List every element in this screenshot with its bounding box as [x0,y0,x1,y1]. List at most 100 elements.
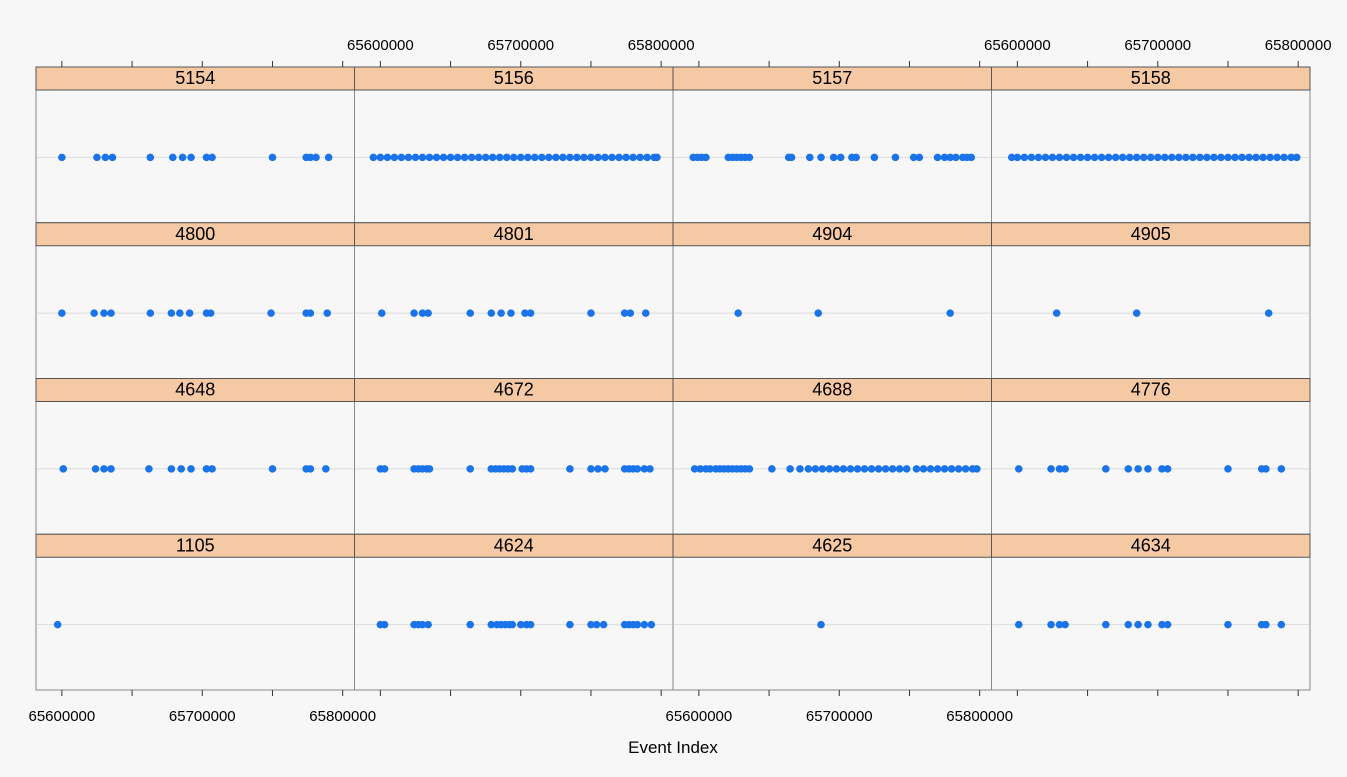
data-point [933,465,942,473]
data-point [706,465,714,473]
strip-label: 4634 [1131,535,1171,555]
data-point [860,465,869,473]
data-point [380,620,389,629]
data-point [418,620,427,629]
data-point [383,153,392,162]
data-point [1047,465,1055,473]
data-point [1124,620,1133,629]
x-tick-label: 65800000 [628,37,695,54]
data-point [531,153,539,162]
data-point [839,465,848,473]
data-point [967,153,976,162]
strip-label: 5158 [1131,68,1171,88]
data-point [818,465,827,473]
data-point [481,153,490,162]
data-point [90,309,98,317]
data-point [933,153,942,162]
data-point [202,465,211,473]
x-tick-label: 65600000 [347,37,414,54]
data-point [915,153,924,162]
data-point [146,153,155,162]
data-point [306,153,315,162]
data-point [93,153,101,162]
data-point [633,620,642,629]
data-point [552,153,560,162]
strip-label: 5154 [175,68,215,88]
data-point [380,465,389,473]
data-point [508,465,517,473]
data-point [424,309,432,317]
data-point [566,153,574,162]
data-point [432,153,441,162]
strip-label: 1105 [176,535,215,555]
data-point [1104,153,1113,162]
data-point [474,153,483,162]
data-point [626,309,635,317]
data-point [1182,153,1190,162]
x-tick-label: 65600000 [665,708,732,725]
data-point [629,153,637,162]
data-point [1224,153,1232,162]
data-point [108,153,117,162]
data-point [1196,153,1204,162]
data-point [817,620,825,629]
data-point [1259,153,1267,162]
data-point [874,465,883,473]
data-point [587,309,595,317]
data-point [107,309,115,317]
data-point [1163,620,1172,629]
data-point [940,465,949,473]
data-point [1210,153,1218,162]
data-point [853,465,862,473]
strip [991,66,1311,91]
data-point [523,153,532,162]
data-point [487,620,496,629]
x-tick-label: 65700000 [169,708,236,725]
data-point [1238,153,1246,162]
data-point [509,153,518,162]
data-point [439,153,448,162]
data-point [946,153,954,162]
data-point [592,620,601,629]
data-point [615,153,623,162]
data-point [804,465,813,473]
data-point [1132,153,1141,162]
data-point [832,465,841,473]
panel-5158: 5158 [991,66,1311,224]
panel-5157: 5157 [672,66,992,224]
strip [991,533,1311,558]
data-point [601,465,609,473]
data-point [1163,465,1172,473]
panel-4904: 4904 [672,222,992,379]
data-point [1203,153,1211,162]
data-point [786,465,794,473]
data-point [1118,153,1127,162]
data-point [1020,153,1029,162]
x-tick-label: 65800000 [946,708,1013,725]
data-point [185,309,194,317]
data-point [1134,620,1142,629]
data-point [1083,153,1092,162]
data-point [206,309,215,317]
data-point [805,153,814,162]
x-tick-label: 65600000 [28,708,95,725]
data-point [690,465,699,473]
data-point [1146,153,1155,162]
data-point [1041,153,1050,162]
data-point [58,309,66,317]
data-point [376,153,385,162]
data-point [1048,153,1057,162]
x-axis-label: Event Index [628,738,718,757]
strip-label: 4800 [175,224,215,244]
data-point [369,153,378,162]
data-point [526,309,535,317]
x-tick-label: 65700000 [487,37,554,54]
data-point [1047,620,1055,629]
data-point [926,465,935,473]
data-point [1102,620,1110,629]
data-point [545,153,553,162]
data-point [411,153,420,162]
data-point [397,153,406,162]
data-point [324,153,333,162]
strip-label: 4904 [812,224,852,244]
